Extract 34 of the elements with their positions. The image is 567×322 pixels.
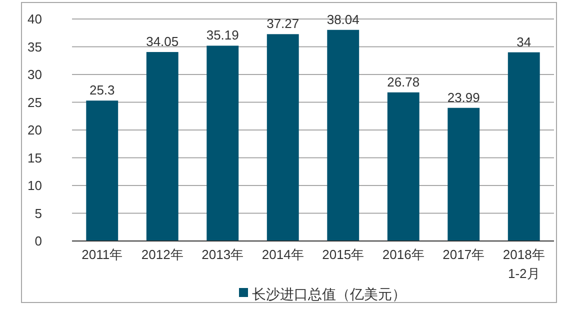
data-label: 23.99 <box>447 90 480 105</box>
y-tick-label: 30 <box>28 67 42 82</box>
data-label: 38.04 <box>326 12 360 27</box>
x-tick-label: 2016年 <box>382 247 424 262</box>
x-tick-label: 2017年 <box>442 247 485 262</box>
y-tick-label: 5 <box>34 206 42 221</box>
x-tick-label: 2018年 1-2月 <box>502 247 545 281</box>
y-tick-label: 10 <box>28 178 42 193</box>
data-label: 37.27 <box>266 16 300 32</box>
y-tick-label: 15 <box>28 150 42 166</box>
legend-label: 长沙进口总值（亿美元） <box>252 286 406 302</box>
x-tick-label: 2012年 <box>141 247 184 262</box>
y-tick-label: 35 <box>28 39 42 54</box>
bar <box>327 30 360 241</box>
data-label: 34 <box>516 34 532 50</box>
x-tick-label: 2013年 <box>202 247 244 262</box>
bar <box>206 46 239 241</box>
y-tick-label: 25 <box>28 94 42 110</box>
bar <box>266 34 299 241</box>
y-tick-label: 0 <box>34 234 42 248</box>
data-label: 34.05 <box>146 34 179 50</box>
bar <box>448 108 480 241</box>
data-label: 26.78 <box>387 74 420 90</box>
x-tick-label: 2014年 <box>262 247 304 262</box>
x-tick-label: 2015年 <box>322 247 364 262</box>
data-label: 25.3 <box>89 82 115 98</box>
x-tick-label: 2011年 <box>82 247 123 262</box>
bar <box>387 92 420 241</box>
y-tick-label: 40 <box>28 12 42 26</box>
data-label: 35.19 <box>206 28 239 43</box>
bar <box>508 52 540 241</box>
bar <box>86 100 118 241</box>
y-tick-label: 20 <box>28 122 42 138</box>
bar <box>146 52 178 241</box>
